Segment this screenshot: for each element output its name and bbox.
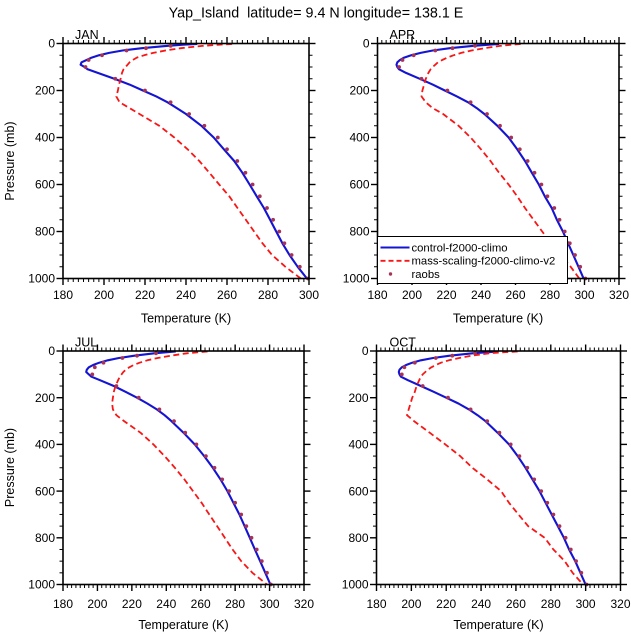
svg-text:400: 400 xyxy=(348,438,368,452)
legend-box: control-f2000-climo mass-scaling-f2000-cl… xyxy=(377,236,568,284)
svg-text:600: 600 xyxy=(35,178,55,192)
page-title: Yap_Island latitude= 9.4 N longitude= 13… xyxy=(169,6,464,22)
svg-text:280: 280 xyxy=(540,288,560,302)
ticks xyxy=(370,344,627,591)
svg-text:260: 260 xyxy=(506,597,526,611)
tick-labels: 180 200 220 240 260 280 300 320 0 200 400 600 800 100… xyxy=(342,344,631,611)
raobs-dots xyxy=(397,44,588,281)
y-axis-title-bottom: Pressure (mb) xyxy=(3,428,17,507)
svg-text:1000: 1000 xyxy=(342,578,369,592)
svg-text:320: 320 xyxy=(609,288,629,302)
svg-text:400: 400 xyxy=(35,438,55,452)
tick-labels: 180 200 220 240 260 280 300 320 0 200 400 600 800 100… xyxy=(28,344,314,611)
svg-text:240: 240 xyxy=(156,597,176,611)
svg-text:400: 400 xyxy=(35,131,55,145)
svg-text:800: 800 xyxy=(35,531,55,545)
svg-text:280: 280 xyxy=(225,597,245,611)
svg-text:800: 800 xyxy=(348,531,368,545)
svg-text:800: 800 xyxy=(35,225,55,239)
svg-text:220: 220 xyxy=(436,597,456,611)
svg-text:200: 200 xyxy=(94,288,114,302)
legend-label-mass_scaling: mass-scaling-f2000-climo-v2 xyxy=(412,256,556,268)
svg-text:180: 180 xyxy=(53,288,73,302)
svg-text:180: 180 xyxy=(53,597,73,611)
svg-text:260: 260 xyxy=(505,288,525,302)
svg-text:600: 600 xyxy=(35,484,55,498)
svg-text:240: 240 xyxy=(176,288,196,302)
svg-text:0: 0 xyxy=(362,344,369,358)
svg-text:260: 260 xyxy=(191,597,211,611)
control-curve xyxy=(397,350,587,585)
svg-text:180: 180 xyxy=(367,288,387,302)
svg-text:320: 320 xyxy=(294,597,314,611)
svg-text:200: 200 xyxy=(87,597,107,611)
svg-text:300: 300 xyxy=(576,597,596,611)
plot-frame xyxy=(62,350,305,586)
svg-text:200: 200 xyxy=(402,288,422,302)
svg-text:600: 600 xyxy=(348,484,368,498)
svg-text:1000: 1000 xyxy=(343,272,370,286)
x-axis-title-jul: Temperature (K) xyxy=(138,618,228,632)
tick-labels: 180 200 220 240 260 280 300 320 0 200 400 600 800 100… xyxy=(343,37,630,302)
legend-label-control: control-f2000-climo xyxy=(412,242,508,254)
svg-text:220: 220 xyxy=(135,288,155,302)
svg-text:240: 240 xyxy=(471,288,491,302)
svg-text:200: 200 xyxy=(401,597,421,611)
svg-text:200: 200 xyxy=(349,84,369,98)
plot-frame xyxy=(375,350,622,586)
mass-scaling-curve xyxy=(420,43,581,280)
panel-label-oct: OCT xyxy=(390,335,417,349)
ticks xyxy=(56,344,311,591)
svg-text:180: 180 xyxy=(366,597,386,611)
panel-jan-layer: 180 200 220 240 260 280 300 0 200 400 600 800 1000 xyxy=(28,37,319,302)
svg-text:0: 0 xyxy=(48,37,55,51)
svg-text:200: 200 xyxy=(35,391,55,405)
svg-text:0: 0 xyxy=(363,37,370,51)
mass-scaling-curve xyxy=(111,350,268,586)
panel-label-jan: JAN xyxy=(75,28,99,42)
x-axis-title-jan: Temperature (K) xyxy=(141,312,231,326)
svg-text:1000: 1000 xyxy=(28,272,55,286)
y-axis-title-top: Pressure (mb) xyxy=(3,121,17,200)
panel-label-apr: APR xyxy=(390,28,416,42)
raobs-dots xyxy=(83,44,310,281)
raobs-dots xyxy=(90,351,273,587)
svg-text:200: 200 xyxy=(35,84,55,98)
svg-text:600: 600 xyxy=(349,178,369,192)
mass-scaling-curve xyxy=(406,350,584,586)
legend-label-raobs: raobs xyxy=(412,269,441,281)
control-curve xyxy=(85,350,272,585)
svg-text:400: 400 xyxy=(349,131,369,145)
svg-text:280: 280 xyxy=(541,597,561,611)
svg-text:280: 280 xyxy=(258,288,278,302)
svg-text:300: 300 xyxy=(260,597,280,611)
svg-text:300: 300 xyxy=(299,288,319,302)
panel-label-jul: JUL xyxy=(75,335,97,349)
svg-text:320: 320 xyxy=(610,597,630,611)
svg-text:220: 220 xyxy=(122,597,142,611)
plot-frame xyxy=(62,42,310,280)
ticks xyxy=(56,37,316,285)
x-axis-title-apr: Temperature (K) xyxy=(453,312,543,326)
svg-text:300: 300 xyxy=(574,288,594,302)
mass-scaling-curve xyxy=(115,43,302,280)
raobs-dots xyxy=(399,351,589,587)
panel-jul-layer: 180 200 220 240 260 280 300 320 0 200 400 600 800 100… xyxy=(28,344,314,611)
svg-text:240: 240 xyxy=(471,597,491,611)
svg-text:220: 220 xyxy=(436,288,456,302)
tick-labels: 180 200 220 240 260 280 300 0 200 400 600 800 1000 xyxy=(28,37,319,302)
x-axis-title-oct: Temperature (K) xyxy=(453,618,543,632)
svg-text:200: 200 xyxy=(348,391,368,405)
legend-sample-dot xyxy=(388,272,393,276)
panel-oct-layer: 180 200 220 240 260 280 300 320 0 200 400 600 800 100… xyxy=(342,344,631,611)
svg-text:1000: 1000 xyxy=(28,578,55,592)
svg-text:260: 260 xyxy=(217,288,237,302)
svg-text:0: 0 xyxy=(48,344,55,358)
svg-text:800: 800 xyxy=(349,225,369,239)
